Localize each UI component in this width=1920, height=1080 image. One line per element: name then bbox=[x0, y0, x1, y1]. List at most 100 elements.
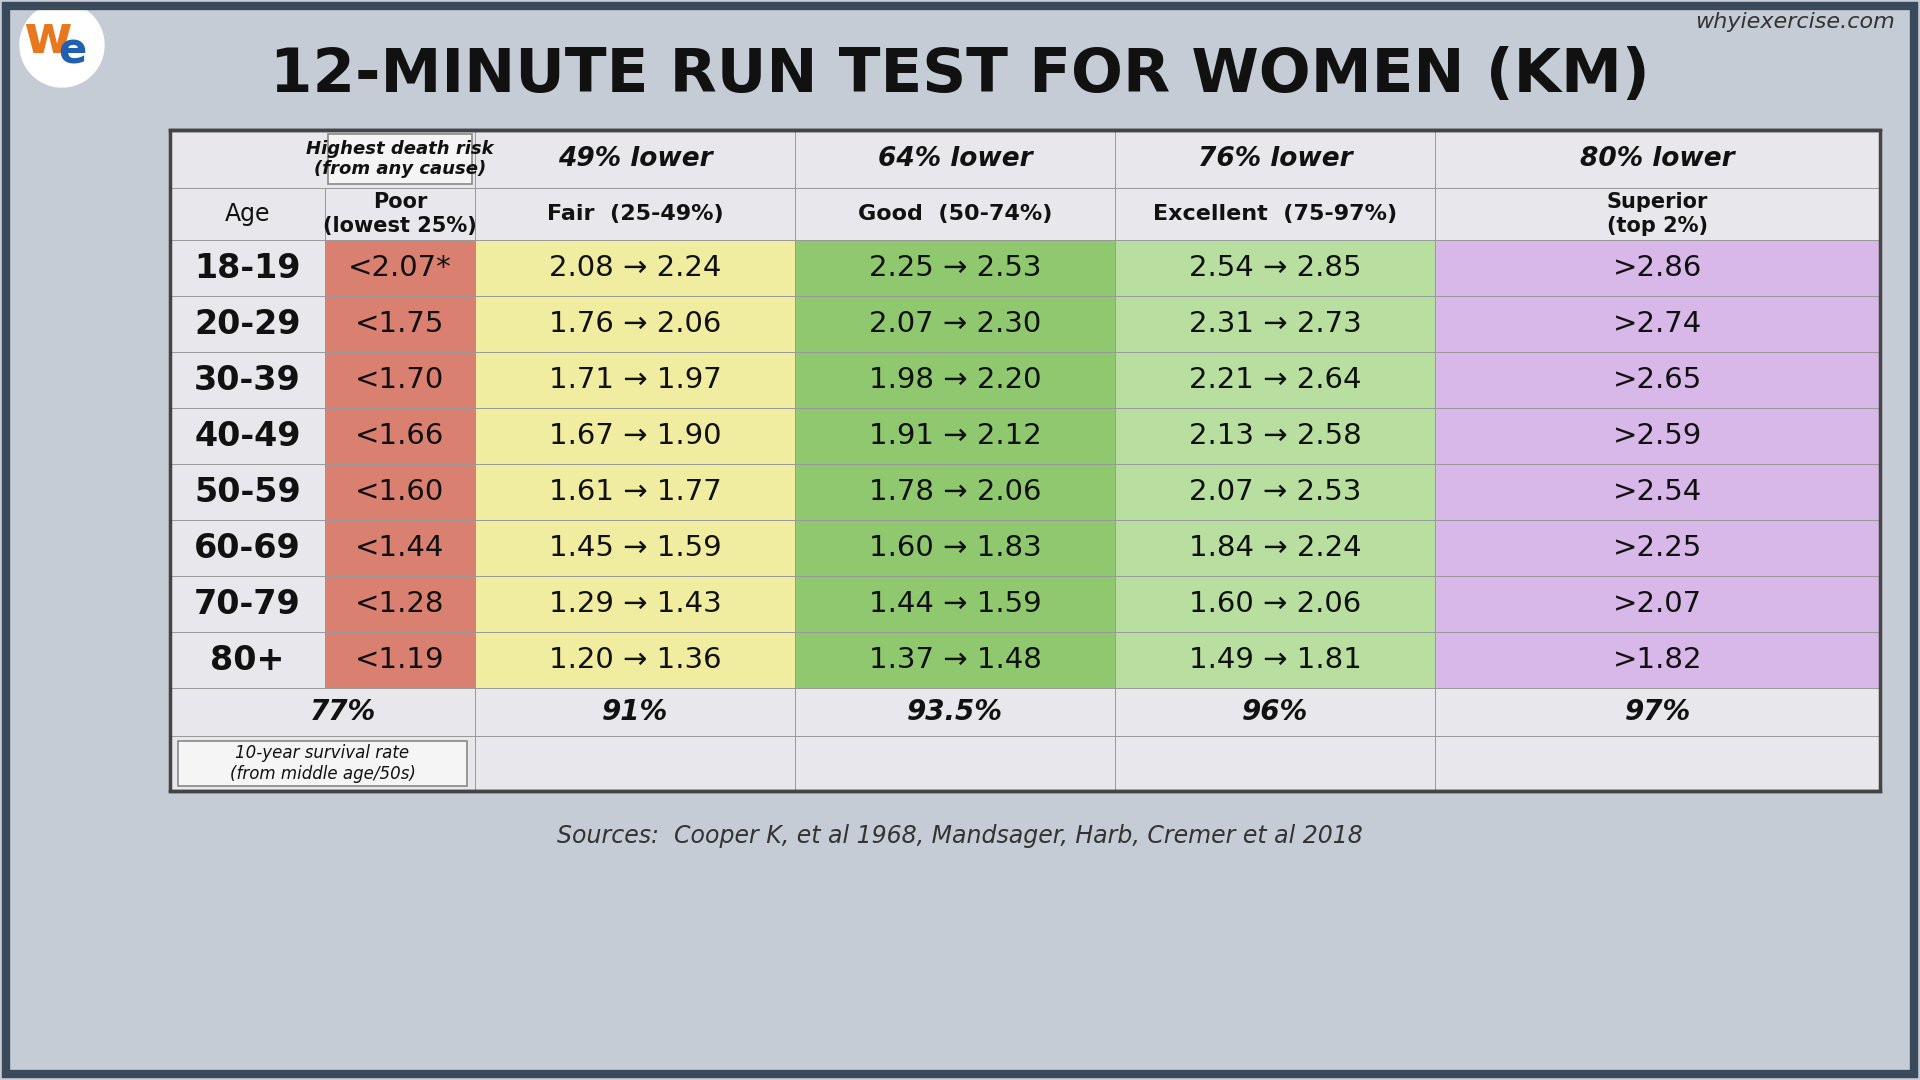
Text: 1.37 → 1.48: 1.37 → 1.48 bbox=[868, 646, 1041, 674]
Bar bbox=[474, 688, 795, 735]
Text: >2.54: >2.54 bbox=[1613, 478, 1703, 507]
Bar bbox=[171, 408, 324, 464]
Bar bbox=[474, 464, 795, 519]
Text: 2.07 → 2.53: 2.07 → 2.53 bbox=[1188, 478, 1361, 507]
Bar bbox=[324, 408, 474, 464]
Bar bbox=[1434, 352, 1880, 408]
Bar bbox=[1434, 464, 1880, 519]
Bar bbox=[1116, 188, 1434, 240]
Bar bbox=[1434, 735, 1880, 791]
Text: 1.49 → 1.81: 1.49 → 1.81 bbox=[1188, 646, 1361, 674]
Text: 97%: 97% bbox=[1624, 698, 1692, 726]
Text: 91%: 91% bbox=[601, 698, 668, 726]
Text: 12-MINUTE RUN TEST FOR WOMEN (KM): 12-MINUTE RUN TEST FOR WOMEN (KM) bbox=[271, 45, 1649, 105]
Bar bbox=[324, 464, 474, 519]
Text: 49% lower: 49% lower bbox=[557, 146, 712, 172]
Text: >2.59: >2.59 bbox=[1613, 422, 1703, 450]
Text: 1.45 → 1.59: 1.45 → 1.59 bbox=[549, 534, 722, 562]
Bar bbox=[474, 188, 795, 240]
Bar bbox=[474, 296, 795, 352]
Bar bbox=[795, 352, 1116, 408]
Bar bbox=[171, 464, 324, 519]
Bar bbox=[795, 519, 1116, 576]
Text: <2.07*: <2.07* bbox=[348, 254, 451, 282]
Text: >2.25: >2.25 bbox=[1613, 534, 1703, 562]
Bar bbox=[1116, 408, 1434, 464]
Text: 80+: 80+ bbox=[211, 644, 284, 676]
Bar bbox=[474, 632, 795, 688]
Bar bbox=[795, 130, 1116, 188]
Text: whyiexercise.com: whyiexercise.com bbox=[1695, 12, 1895, 32]
Bar bbox=[1434, 240, 1880, 296]
Text: 93.5%: 93.5% bbox=[906, 698, 1002, 726]
Text: Highest death risk
(from any cause): Highest death risk (from any cause) bbox=[305, 139, 493, 178]
Bar bbox=[795, 735, 1116, 791]
Text: 2.25 → 2.53: 2.25 → 2.53 bbox=[868, 254, 1041, 282]
Bar bbox=[171, 688, 474, 735]
Text: <1.44: <1.44 bbox=[355, 534, 445, 562]
Bar bbox=[1434, 408, 1880, 464]
Text: 80% lower: 80% lower bbox=[1580, 146, 1736, 172]
Bar bbox=[474, 735, 795, 791]
Text: <1.60: <1.60 bbox=[355, 478, 445, 507]
Text: >2.74: >2.74 bbox=[1613, 310, 1703, 338]
Text: <1.70: <1.70 bbox=[355, 366, 445, 394]
Bar bbox=[171, 352, 324, 408]
Bar bbox=[324, 576, 474, 632]
Bar bbox=[795, 576, 1116, 632]
Text: >2.65: >2.65 bbox=[1613, 366, 1703, 394]
Bar bbox=[1434, 519, 1880, 576]
Bar bbox=[1434, 688, 1880, 735]
Bar bbox=[324, 240, 474, 296]
Text: >1.82: >1.82 bbox=[1613, 646, 1703, 674]
Text: Poor
(lowest 25%): Poor (lowest 25%) bbox=[323, 192, 476, 235]
Text: 1.20 → 1.36: 1.20 → 1.36 bbox=[549, 646, 722, 674]
Bar bbox=[1434, 576, 1880, 632]
Bar bbox=[1434, 188, 1880, 240]
Text: Superior
(top 2%): Superior (top 2%) bbox=[1607, 192, 1709, 235]
Text: >2.07: >2.07 bbox=[1613, 590, 1701, 618]
Bar bbox=[171, 130, 1880, 791]
Bar bbox=[324, 632, 474, 688]
Bar bbox=[1434, 632, 1880, 688]
Bar bbox=[171, 130, 1880, 791]
Text: Age: Age bbox=[225, 202, 271, 226]
Text: 2.31 → 2.73: 2.31 → 2.73 bbox=[1188, 310, 1361, 338]
Bar bbox=[1434, 296, 1880, 352]
Text: 96%: 96% bbox=[1242, 698, 1308, 726]
Bar bbox=[324, 352, 474, 408]
Bar bbox=[474, 408, 795, 464]
Text: Sources:  Cooper K, et al 1968, Mandsager, Harb, Cremer et al 2018: Sources: Cooper K, et al 1968, Mandsager… bbox=[557, 824, 1363, 848]
Text: <1.66: <1.66 bbox=[355, 422, 445, 450]
Bar bbox=[474, 576, 795, 632]
Text: 1.29 → 1.43: 1.29 → 1.43 bbox=[549, 590, 722, 618]
Bar bbox=[171, 130, 474, 188]
Bar bbox=[1116, 130, 1434, 188]
Text: <1.28: <1.28 bbox=[355, 590, 445, 618]
Bar bbox=[795, 464, 1116, 519]
Text: 10-year survival rate
(from middle age/50s): 10-year survival rate (from middle age/5… bbox=[230, 744, 415, 783]
Text: <1.75: <1.75 bbox=[355, 310, 445, 338]
Text: Excellent  (75-97%): Excellent (75-97%) bbox=[1152, 204, 1398, 224]
Bar bbox=[795, 188, 1116, 240]
Text: 1.61 → 1.77: 1.61 → 1.77 bbox=[549, 478, 722, 507]
Bar bbox=[1116, 688, 1434, 735]
Text: 1.78 → 2.06: 1.78 → 2.06 bbox=[868, 478, 1041, 507]
Text: 2.08 → 2.24: 2.08 → 2.24 bbox=[549, 254, 722, 282]
Text: 1.60 → 1.83: 1.60 → 1.83 bbox=[868, 534, 1041, 562]
Text: >2.86: >2.86 bbox=[1613, 254, 1703, 282]
Bar bbox=[171, 188, 324, 240]
Text: 2.21 → 2.64: 2.21 → 2.64 bbox=[1188, 366, 1361, 394]
Text: 20-29: 20-29 bbox=[194, 308, 301, 340]
Bar bbox=[171, 632, 324, 688]
Text: 77%: 77% bbox=[309, 698, 376, 726]
Text: 60-69: 60-69 bbox=[194, 531, 301, 565]
Text: 1.60 → 2.06: 1.60 → 2.06 bbox=[1188, 590, 1361, 618]
Text: 2.07 → 2.30: 2.07 → 2.30 bbox=[870, 310, 1041, 338]
Text: 2.13 → 2.58: 2.13 → 2.58 bbox=[1188, 422, 1361, 450]
Text: w: w bbox=[23, 12, 73, 64]
Bar bbox=[171, 240, 324, 296]
Bar bbox=[171, 735, 474, 791]
Bar bbox=[795, 240, 1116, 296]
Bar bbox=[1116, 296, 1434, 352]
